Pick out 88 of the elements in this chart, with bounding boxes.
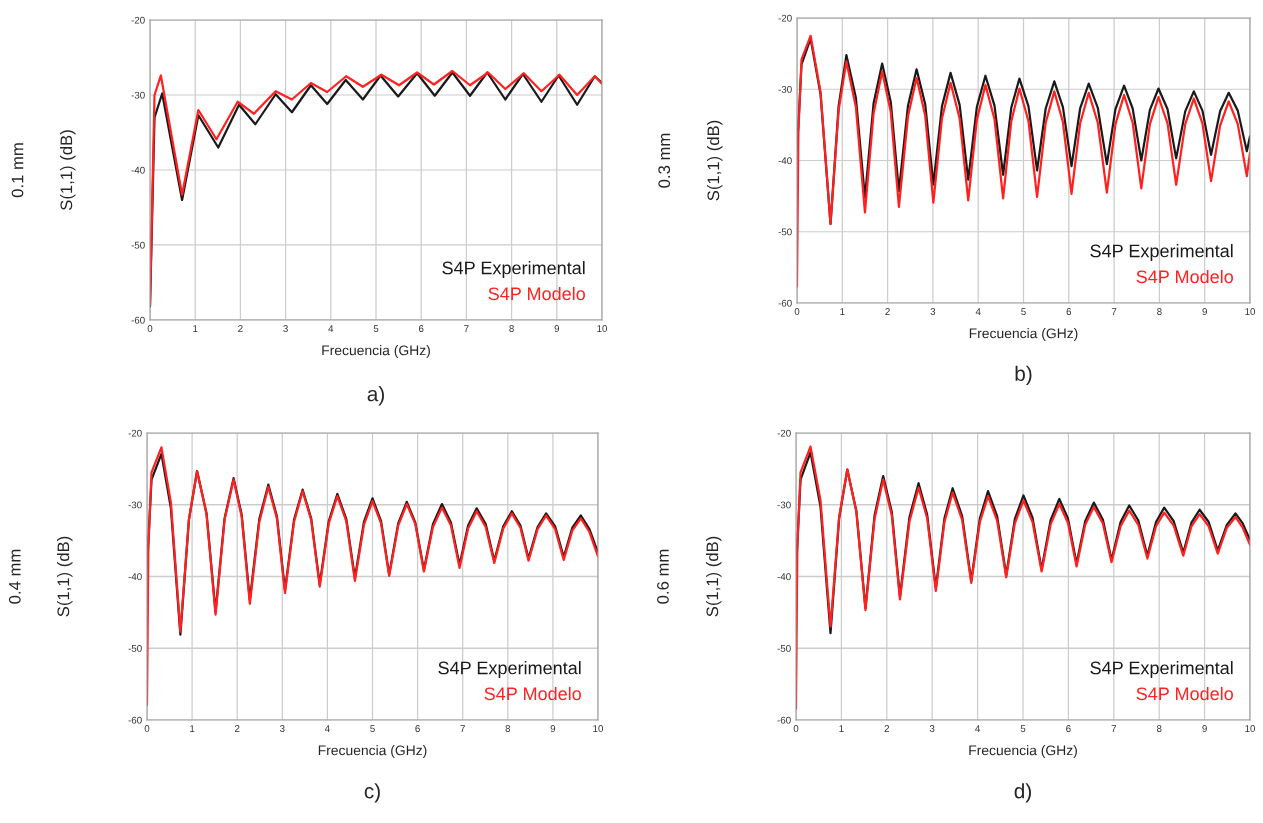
y-axis-title: S(1,1) (dB) [707, 120, 723, 201]
x-tick-label: 2 [234, 725, 240, 732]
text: 0.4 mm [8, 549, 21, 604]
text: 0.6 mm [657, 549, 669, 604]
y-tick-label: -60 [777, 716, 791, 724]
x-tick-label: 9 [1202, 725, 1207, 732]
text: S4P Experimental [438, 661, 581, 678]
x-tick-label: 5 [1021, 308, 1026, 315]
x-tick-label: 1 [840, 308, 845, 315]
x-tick-label: 10 [593, 725, 604, 732]
x-tick-label: 6 [1066, 725, 1071, 732]
y-axis-title: S(1,1) (dB) [60, 130, 76, 210]
text: S4P Modelo [1136, 686, 1233, 701]
text: c) [364, 783, 380, 803]
text: a) [367, 386, 384, 406]
x-tick-label: 3 [929, 725, 935, 732]
y-tick-label: -50 [131, 241, 145, 249]
y-tick-label: -40 [778, 157, 792, 165]
x-tick-label: 2 [238, 325, 243, 332]
y-tick-label: -20 [128, 429, 142, 437]
y-tick-label: -30 [128, 501, 142, 509]
x-axis-title: Frecuencia (GHz) [969, 328, 1078, 341]
y-axis-title: S(1,1) (dB) [57, 536, 73, 617]
y-tick-label: -20 [778, 14, 792, 22]
x-tick-label: 1 [190, 725, 195, 732]
x-tick-label: 1 [839, 725, 844, 732]
x-axis-title: Frecuencia (GHz) [318, 745, 427, 758]
x-tick-label: 3 [279, 725, 285, 732]
x-tick-label: 7 [1111, 308, 1117, 315]
x-tick-label: 3 [930, 308, 936, 315]
y-tick-label: -60 [131, 316, 145, 324]
x-tick-label: 2 [884, 725, 890, 732]
text: S4P Modelo [484, 686, 581, 701]
x-tick-label: 0 [147, 325, 153, 332]
x-tick-label: 6 [418, 325, 424, 332]
x-tick-label: 3 [283, 325, 288, 332]
y-tick-label: -40 [131, 166, 145, 174]
y-tick-label: -30 [778, 85, 792, 93]
x-tick-label: 7 [464, 325, 469, 332]
text: S4P Experimental [442, 261, 585, 278]
y-tick-label: -60 [778, 299, 792, 307]
x-tick-label: 4 [328, 325, 334, 332]
x-tick-label: 10 [1245, 725, 1256, 732]
x-tick-label: 4 [975, 308, 981, 315]
x-tick-label: 0 [794, 308, 800, 315]
y-tick-label: -20 [131, 16, 145, 24]
text: b) [1015, 365, 1032, 386]
x-tick-label: 10 [597, 325, 608, 332]
text: S4P Experimental [1090, 244, 1233, 261]
x-tick-label: 4 [975, 725, 981, 732]
x-tick-label: 6 [1066, 308, 1072, 315]
x-tick-label: 8 [1157, 308, 1162, 315]
text: 0.3 mm [658, 133, 671, 188]
y-tick-label: -50 [777, 644, 791, 652]
text: 0.1 mm [11, 143, 24, 198]
x-tick-label: 6 [415, 725, 420, 732]
y-tick-label: -50 [778, 228, 792, 236]
x-tick-label: 8 [509, 325, 514, 332]
x-tick-label: 5 [373, 325, 379, 332]
x-tick-label: 7 [1111, 725, 1117, 732]
x-tick-label: 8 [1156, 725, 1162, 732]
x-tick-label: 8 [505, 725, 511, 732]
y-axis-title: S(1,1) (dB) [706, 536, 722, 617]
x-tick-label: 9 [554, 325, 560, 332]
x-tick-label: 7 [460, 725, 465, 732]
text: S4P Modelo [1136, 269, 1233, 284]
y-tick-label: -30 [777, 501, 791, 509]
x-axis-title: Frecuencia (GHz) [322, 345, 430, 358]
y-tick-label: -40 [128, 573, 142, 581]
x-tick-label: 4 [324, 725, 330, 732]
x-tick-label: 0 [793, 725, 799, 732]
x-axis-title: Frecuencia (GHz) [969, 745, 1077, 758]
x-tick-label: 5 [1020, 725, 1026, 732]
x-tick-label: 1 [193, 325, 198, 332]
text: d) [1014, 783, 1031, 803]
x-tick-label: 2 [885, 308, 890, 315]
y-tick-label: -20 [777, 429, 791, 437]
y-tick-label: -30 [131, 91, 145, 99]
y-tick-label: -40 [777, 573, 791, 581]
text: S4P Experimental [1090, 661, 1233, 678]
x-tick-label: 5 [370, 725, 375, 732]
text: S4P Modelo [488, 286, 585, 301]
x-tick-label: 9 [1202, 308, 1207, 315]
x-tick-label: 9 [550, 725, 556, 732]
y-tick-label: -50 [128, 644, 142, 652]
x-tick-label: 0 [144, 725, 150, 732]
x-tick-label: 10 [1245, 308, 1256, 315]
y-tick-label: -60 [128, 716, 142, 724]
